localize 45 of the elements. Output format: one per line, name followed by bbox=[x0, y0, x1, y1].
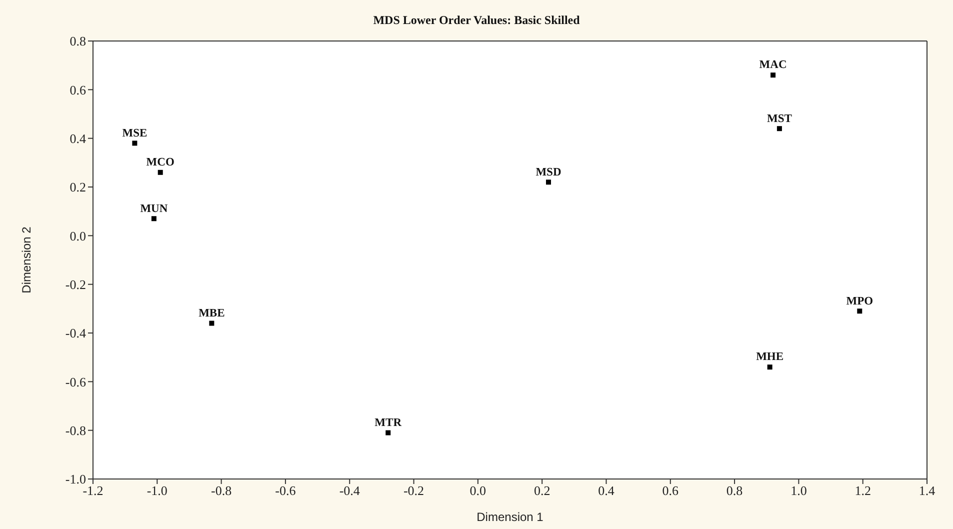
point bbox=[132, 140, 138, 146]
y-tick-label: -0.2 bbox=[65, 276, 86, 292]
point bbox=[767, 364, 772, 370]
x-tick-label: 0.6 bbox=[662, 483, 680, 498]
y-tick-label: 0.0 bbox=[70, 228, 86, 244]
y-axis-title: Dimension 2 bbox=[19, 226, 34, 294]
y-tick-label: -0.4 bbox=[65, 326, 86, 341]
data-label: MBE bbox=[198, 307, 226, 320]
data-label: MAC bbox=[759, 59, 787, 72]
point bbox=[209, 320, 214, 326]
data-label: MUN bbox=[140, 202, 168, 215]
point bbox=[776, 126, 782, 132]
data-label: MSD bbox=[536, 166, 562, 178]
x-tick-label: -0.8 bbox=[211, 483, 232, 498]
x-tick-label: 1.4 bbox=[918, 483, 936, 498]
point bbox=[770, 72, 776, 78]
y-tick-label: 0.6 bbox=[70, 82, 86, 98]
data-label: MHE bbox=[756, 351, 784, 364]
y-tick-label: 0.2 bbox=[70, 180, 86, 195]
data-label: MPO bbox=[846, 295, 874, 308]
point bbox=[158, 170, 163, 175]
data-label: MTR bbox=[374, 416, 402, 429]
x-tick-label: -1.0 bbox=[146, 483, 168, 498]
x-tick-label: 1.0 bbox=[790, 483, 807, 498]
y-tick-label: -0.6 bbox=[65, 374, 86, 390]
data-label: MCO bbox=[146, 156, 174, 169]
x-tick-label: -0.4 bbox=[339, 483, 360, 498]
y-tick-label: -0.8 bbox=[65, 422, 86, 438]
point bbox=[857, 308, 862, 314]
x-tick-label: -0.6 bbox=[275, 483, 296, 498]
x-tick-label: -0.2 bbox=[403, 483, 424, 498]
data-label: MSE bbox=[122, 127, 148, 140]
data-label: MST bbox=[766, 112, 792, 125]
y-tick-label: 0.8 bbox=[70, 34, 86, 49]
point bbox=[151, 216, 156, 222]
x-tick-label: 0.0 bbox=[470, 483, 486, 498]
x-tick-label: 0.8 bbox=[726, 483, 743, 498]
x-tick-label: 0.2 bbox=[534, 483, 550, 498]
point bbox=[386, 430, 391, 436]
x-tick-label: 0.4 bbox=[598, 483, 615, 498]
point bbox=[546, 180, 551, 185]
x-axis-title: Dimension 1 bbox=[476, 510, 544, 524]
x-tick-label: 1.2 bbox=[854, 483, 871, 498]
chart-title: MDS Lower Order Values: Basic Skilled bbox=[372, 13, 581, 28]
y-tick-label: 0.4 bbox=[70, 130, 86, 146]
